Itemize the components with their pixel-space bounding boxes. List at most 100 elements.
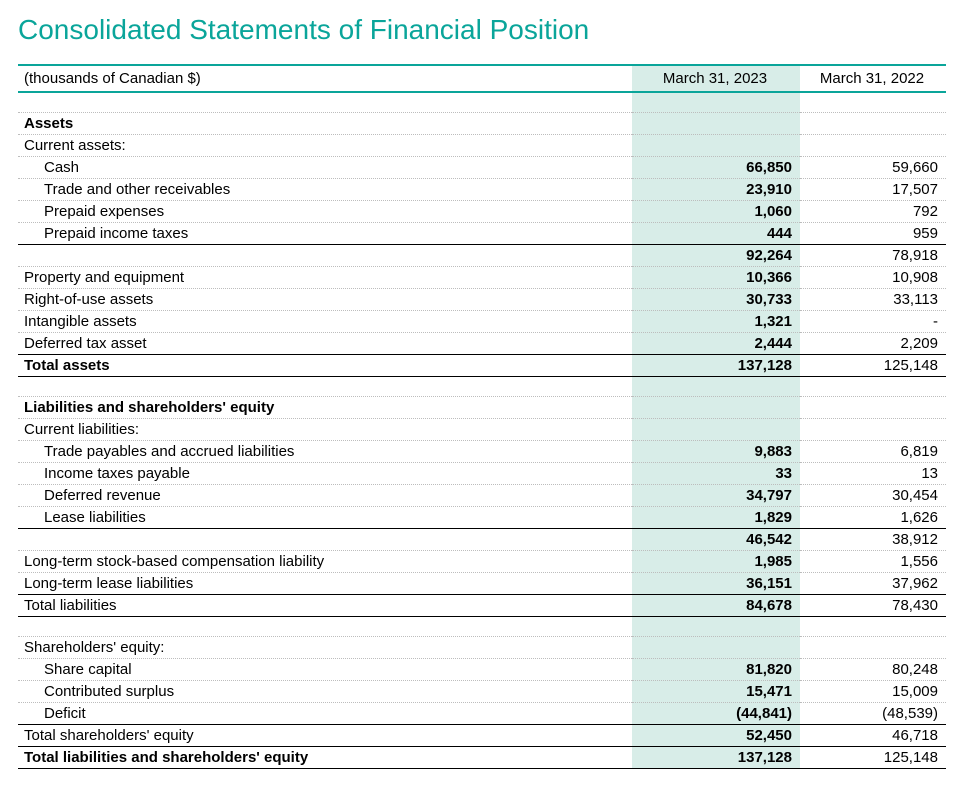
- row-value-prior: [800, 134, 946, 156]
- row-value-prior: 1,626: [800, 506, 946, 528]
- row-label: Intangible assets: [18, 310, 632, 332]
- row-value-current: [632, 134, 800, 156]
- spacer-row: [18, 92, 946, 112]
- row-label: Prepaid income taxes: [18, 222, 632, 244]
- row-label: Deferred tax asset: [18, 332, 632, 354]
- row-value-prior: [800, 396, 946, 418]
- table-row: Assets: [18, 112, 946, 134]
- table-row: Total assets137,128125,148: [18, 354, 946, 376]
- row-value-current: 36,151: [632, 572, 800, 594]
- row-label: [18, 616, 632, 636]
- row-value-prior: 33,113: [800, 288, 946, 310]
- table-row: Long-term stock-based compensation liabi…: [18, 550, 946, 572]
- row-value-prior: 959: [800, 222, 946, 244]
- table-row: Cash66,85059,660: [18, 156, 946, 178]
- header-col-current: March 31, 2023: [632, 65, 800, 92]
- row-value-prior: [800, 636, 946, 658]
- row-label: Long-term lease liabilities: [18, 572, 632, 594]
- table-row: Shareholders' equity:: [18, 636, 946, 658]
- table-row: Deficit(44,841)(48,539): [18, 702, 946, 724]
- table-row: Contributed surplus15,47115,009: [18, 680, 946, 702]
- table-row: Lease liabilities1,8291,626: [18, 506, 946, 528]
- table-row: Trade and other receivables23,91017,507: [18, 178, 946, 200]
- row-label: Shareholders' equity:: [18, 636, 632, 658]
- row-label: [18, 528, 632, 550]
- row-value-current: 137,128: [632, 354, 800, 376]
- row-value-current: 33: [632, 462, 800, 484]
- table-row: Total shareholders' equity52,45046,718: [18, 724, 946, 746]
- table-row: Prepaid expenses1,060792: [18, 200, 946, 222]
- table-row: 46,54238,912: [18, 528, 946, 550]
- row-value-prior: 46,718: [800, 724, 946, 746]
- row-value-prior: 13: [800, 462, 946, 484]
- row-label: Total liabilities and shareholders' equi…: [18, 746, 632, 768]
- row-label: Total assets: [18, 354, 632, 376]
- financial-statement-table: (thousands of Canadian $) March 31, 2023…: [18, 64, 946, 769]
- row-value-current: [632, 112, 800, 134]
- row-label: Contributed surplus: [18, 680, 632, 702]
- row-value-prior: 6,819: [800, 440, 946, 462]
- row-value-prior: 15,009: [800, 680, 946, 702]
- row-value-prior: [800, 376, 946, 396]
- table-row: Deferred revenue34,79730,454: [18, 484, 946, 506]
- table-header-row: (thousands of Canadian $) March 31, 2023…: [18, 65, 946, 92]
- row-value-current: 52,450: [632, 724, 800, 746]
- row-value-current: 46,542: [632, 528, 800, 550]
- table-row: Current liabilities:: [18, 418, 946, 440]
- row-value-prior: (48,539): [800, 702, 946, 724]
- table-row: Share capital81,82080,248: [18, 658, 946, 680]
- row-value-current: 137,128: [632, 746, 800, 768]
- row-value-current: [632, 636, 800, 658]
- table-row: Total liabilities and shareholders' equi…: [18, 746, 946, 768]
- spacer-row: [18, 376, 946, 396]
- row-label: Assets: [18, 112, 632, 134]
- header-units: (thousands of Canadian $): [18, 65, 632, 92]
- row-value-prior: [800, 92, 946, 112]
- row-value-current: 9,883: [632, 440, 800, 462]
- row-value-current: 1,985: [632, 550, 800, 572]
- row-value-current: 444: [632, 222, 800, 244]
- table-row: Income taxes payable3313: [18, 462, 946, 484]
- row-label: [18, 244, 632, 266]
- spacer-row: [18, 616, 946, 636]
- row-label: Cash: [18, 156, 632, 178]
- row-value-current: 23,910: [632, 178, 800, 200]
- row-value-current: 1,321: [632, 310, 800, 332]
- row-value-prior: 37,962: [800, 572, 946, 594]
- row-label: Total shareholders' equity: [18, 724, 632, 746]
- row-value-current: 10,366: [632, 266, 800, 288]
- row-value-prior: [800, 616, 946, 636]
- row-value-prior: 78,918: [800, 244, 946, 266]
- page-title: Consolidated Statements of Financial Pos…: [18, 14, 949, 46]
- row-value-current: (44,841): [632, 702, 800, 724]
- row-label: Long-term stock-based compensation liabi…: [18, 550, 632, 572]
- row-value-prior: 59,660: [800, 156, 946, 178]
- row-value-current: 30,733: [632, 288, 800, 310]
- row-value-prior: -: [800, 310, 946, 332]
- row-label: Trade and other receivables: [18, 178, 632, 200]
- table-row: 92,26478,918: [18, 244, 946, 266]
- row-value-current: 34,797: [632, 484, 800, 506]
- row-value-current: 1,829: [632, 506, 800, 528]
- row-value-prior: 2,209: [800, 332, 946, 354]
- row-label: Current assets:: [18, 134, 632, 156]
- row-label: Current liabilities:: [18, 418, 632, 440]
- row-value-prior: 125,148: [800, 354, 946, 376]
- row-value-prior: 10,908: [800, 266, 946, 288]
- row-label: [18, 92, 632, 112]
- row-value-current: 66,850: [632, 156, 800, 178]
- table-row: Total liabilities84,67878,430: [18, 594, 946, 616]
- row-value-prior: [800, 418, 946, 440]
- row-value-prior: 792: [800, 200, 946, 222]
- row-value-prior: 78,430: [800, 594, 946, 616]
- row-value-current: 2,444: [632, 332, 800, 354]
- row-label: [18, 376, 632, 396]
- row-value-current: 81,820: [632, 658, 800, 680]
- row-label: Deficit: [18, 702, 632, 724]
- header-col-prior: March 31, 2022: [800, 65, 946, 92]
- row-label: Property and equipment: [18, 266, 632, 288]
- row-label: Total liabilities: [18, 594, 632, 616]
- table-row: Long-term lease liabilities36,15137,962: [18, 572, 946, 594]
- table-row: Trade payables and accrued liabilities9,…: [18, 440, 946, 462]
- row-label: Right-of-use assets: [18, 288, 632, 310]
